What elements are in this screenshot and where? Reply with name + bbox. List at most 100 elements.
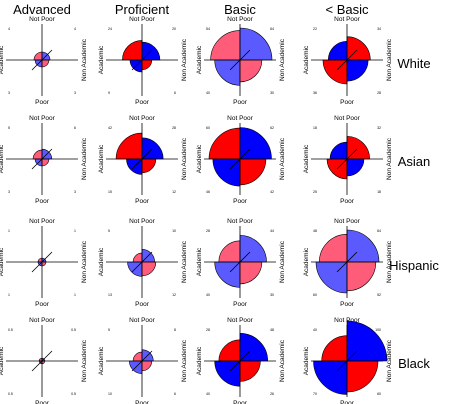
axis-label-top: Not Poor [129, 115, 155, 122]
axis-label-bottom: Poor [35, 198, 50, 205]
panel-hispanic-basic: Not Poor Poor Academic Non Academic 48 64 60 52 [303, 218, 393, 308]
axis-label-top: Not Poor [227, 218, 253, 225]
axis-label-bottom: Poor [35, 301, 50, 308]
quadrant-poor-non-academic [41, 360, 46, 365]
corner-count-poor-non-academic: 3 [74, 190, 76, 194]
corner-count-not-poor-non-academic: 10 [172, 229, 176, 233]
corner-count-not-poor-non-academic: 6 [74, 126, 76, 130]
axis-label-bottom: Poor [340, 99, 355, 106]
corner-count-not-poor-non-academic: 48 [270, 328, 274, 332]
panel-hispanic-proficient: Not Poor Poor Academic Non Academic 5 10 13 12 [98, 218, 188, 308]
corner-count-not-poor-academic: 42 [108, 126, 112, 130]
corner-count-poor-academic: 40 [206, 91, 210, 95]
axis-label-left: Academic [196, 346, 203, 375]
axis-label-top: Not Poor [334, 218, 360, 225]
panel-black-basic: Not Poor Poor Academic Non Academic 28 48 40 26 [196, 317, 286, 404]
axis-label-right: Non Academic [386, 137, 393, 180]
axis-label-left: Academic [196, 45, 203, 74]
corner-count-poor-non-academic: 30 [270, 293, 274, 297]
corner-count-poor-non-academic: 0.5 [71, 392, 76, 396]
axis-label-right: Non Academic [81, 137, 88, 180]
quadrant-poor-non-academic [41, 59, 50, 68]
axis-label-right: Non Academic [386, 240, 393, 283]
axis-label-right: Non Academic [279, 339, 286, 382]
corner-count-not-poor-non-academic: 8 [174, 328, 176, 332]
quadrant-poor-non-academic [141, 261, 157, 277]
axis-label-right: Non Academic [81, 38, 88, 81]
corner-count-not-poor-non-academic: 62 [270, 126, 274, 130]
axis-label-left: Academic [303, 247, 310, 276]
axis-label-bottom: Poor [135, 301, 150, 308]
axis-label-bottom: Poor [135, 400, 150, 404]
quadrant-not-poor-academic [218, 240, 241, 263]
corner-count-poor-academic: 9 [108, 91, 110, 95]
corner-count-poor-non-academic: 26 [270, 392, 274, 396]
panel-asian-advanced: Not Poor Poor Academic Non Academic 5 6 3 3 [0, 115, 88, 205]
corner-count-not-poor-non-academic: 28 [172, 126, 176, 130]
quadrant-poor-non-academic [346, 261, 377, 292]
axis-label-right: Non Academic [386, 339, 393, 382]
corner-count-poor-academic: 25 [313, 190, 317, 194]
axis-label-bottom: Poor [340, 198, 355, 205]
corner-count-poor-non-academic: 12 [172, 190, 176, 194]
corner-count-not-poor-non-academic: 20 [172, 27, 176, 31]
axis-label-right: Non Academic [386, 38, 393, 81]
quadrant-poor-non-academic [239, 360, 261, 382]
quadrant-not-poor-academic [210, 30, 241, 61]
corner-count-poor-academic: 40 [206, 392, 210, 396]
corner-count-not-poor-academic: 60 [206, 126, 210, 130]
corner-count-not-poor-non-academic: 64 [377, 229, 381, 233]
axis-label-bottom: Poor [233, 301, 248, 308]
panel-asian-proficient: Not Poor Poor Academic Non Academic 42 28 15 12 [98, 115, 188, 205]
corner-count-not-poor-non-academic: 44 [270, 229, 274, 233]
panel-white-basic: Not Poor Poor Academic Non Academic 54 64 40 30 [196, 16, 286, 106]
quadrant-not-poor-academic [321, 335, 348, 362]
row-label-black: Black [398, 356, 430, 371]
axis-label-left: Academic [98, 144, 105, 173]
axis-label-bottom: Poor [233, 198, 248, 205]
corner-count-not-poor-non-academic: 4 [74, 27, 76, 31]
quadrant-not-poor-academic [327, 40, 348, 61]
axis-label-right: Non Academic [181, 137, 188, 180]
panel-black-basic: Not Poor Poor Academic Non Academic 40 100 70 6… [303, 317, 393, 404]
quadrant-poor-non-academic [141, 360, 153, 372]
axis-label-right: Non Academic [279, 38, 286, 81]
axis-label-left: Academic [0, 144, 5, 173]
quadrant-not-poor-academic [132, 351, 143, 362]
quadrant-not-poor-academic [38, 357, 43, 362]
axis-label-bottom: Poor [35, 400, 50, 404]
axis-label-left: Academic [196, 144, 203, 173]
panel-hispanic-basic: Not Poor Poor Academic Non Academic 28 44 40 30 [196, 218, 286, 308]
axis-label-left: Academic [0, 346, 5, 375]
quadrant-not-poor-academic [329, 141, 348, 160]
corner-count-poor-academic: 10 [108, 392, 112, 396]
corner-count-poor-academic: 40 [206, 293, 210, 297]
axis-label-right: Non Academic [181, 38, 188, 81]
quadrant-poor-non-academic [346, 59, 369, 82]
axis-label-left: Academic [98, 346, 105, 375]
column-header-proficient: Proficient [115, 2, 170, 17]
axis-label-bottom: Poor [135, 99, 150, 106]
panel-white-basic: Not Poor Poor Academic Non Academic 22 34 36 28 [303, 16, 393, 106]
corner-count-not-poor-non-academic: 64 [270, 27, 274, 31]
corner-count-poor-academic: 15 [108, 190, 112, 194]
axis-label-right: Non Academic [81, 240, 88, 283]
quadrant-poor-non-academic [141, 59, 153, 71]
quadrant-not-poor-academic [132, 252, 143, 263]
corner-count-poor-non-academic: 12 [172, 293, 176, 297]
axis-label-left: Academic [303, 346, 310, 375]
corner-count-not-poor-non-academic: 32 [377, 126, 381, 130]
quadrant-poor-non-academic [239, 261, 263, 285]
panel-black-advanced: Not Poor Poor Academic Non Academic 0.5 0.5 0.… [0, 317, 88, 404]
panel-black-proficient: Not Poor Poor Academic Non Academic 5 8 10 6 [98, 317, 188, 404]
corner-count-poor-academic: 13 [108, 293, 112, 297]
axis-label-left: Academic [0, 247, 5, 276]
row-label-asian: Asian [398, 154, 431, 169]
column-header-below-basic: < Basic [326, 2, 369, 17]
corner-count-poor-academic: 46 [206, 190, 210, 194]
panel-hispanic-advanced: Not Poor Poor Academic Non Academic 1 1 1 1 [0, 218, 88, 308]
axis-label-top: Not Poor [29, 218, 55, 225]
corner-count-not-poor-academic: 18 [313, 126, 317, 130]
axis-label-left: Academic [0, 45, 5, 74]
corner-count-poor-non-academic: 6 [174, 91, 176, 95]
